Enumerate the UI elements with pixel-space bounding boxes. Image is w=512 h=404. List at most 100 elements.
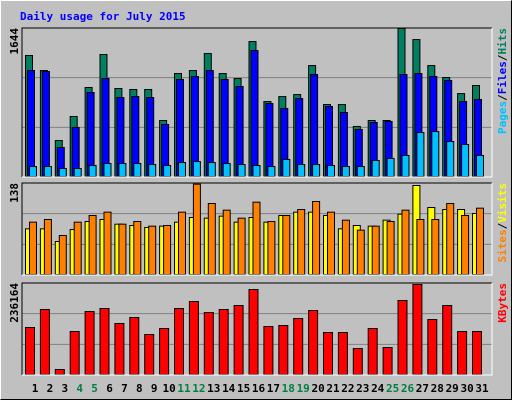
- x-tick-label: 19: [297, 382, 310, 395]
- bar: [248, 289, 259, 375]
- bar: [293, 318, 304, 375]
- bar: [84, 311, 95, 375]
- panel-bevel-dark: [21, 282, 492, 375]
- bar: [86, 91, 95, 177]
- bar: [327, 165, 335, 178]
- legend-separator: /: [496, 54, 509, 61]
- bar: [133, 221, 142, 275]
- panel-bevel-dark: [21, 182, 492, 275]
- bar: [41, 71, 50, 177]
- bar: [427, 319, 438, 375]
- legend: KBytes: [496, 283, 509, 323]
- legend-entry: Hits: [496, 28, 509, 55]
- bar: [382, 347, 393, 375]
- bar: [356, 229, 365, 276]
- bar: [27, 70, 35, 177]
- bar: [73, 168, 82, 178]
- x-tick-label: 5: [91, 382, 98, 395]
- bar: [371, 159, 380, 178]
- bar: [312, 164, 321, 177]
- bar: [457, 331, 468, 375]
- legend-entry: Sites: [496, 229, 509, 262]
- bar: [178, 211, 186, 276]
- bar: [39, 309, 50, 375]
- bar: [163, 165, 172, 178]
- bar: [431, 219, 440, 275]
- x-tick-label: 25: [386, 382, 399, 395]
- bar: [386, 157, 395, 177]
- x-tick-label: 23: [356, 382, 369, 395]
- panel-bevel-light: [22, 28, 493, 178]
- bar: [88, 165, 97, 178]
- bar: [237, 217, 246, 276]
- bar: [267, 221, 276, 275]
- bar: [159, 328, 170, 375]
- legend-entry: Files: [496, 61, 509, 94]
- bar: [327, 211, 335, 276]
- x-tick-label: 9: [151, 382, 158, 395]
- legend-entry: KBytes: [496, 283, 509, 323]
- bar: [416, 219, 425, 275]
- bar: [461, 144, 470, 178]
- x-tick-label: 28: [431, 382, 444, 395]
- bar: [401, 154, 410, 177]
- bar: [188, 301, 199, 375]
- x-tick-label: 18: [282, 382, 295, 395]
- x-tick-label: 30: [460, 382, 473, 395]
- x-tick-label: 17: [267, 382, 280, 395]
- chart-title: Daily usage for July 2015: [20, 10, 186, 23]
- x-tick-label: 26: [401, 382, 415, 395]
- bar: [446, 203, 455, 275]
- x-tick-label: 3: [61, 382, 68, 395]
- bar: [341, 219, 350, 276]
- bar: [118, 223, 127, 276]
- bar: [323, 332, 333, 375]
- bar: [397, 300, 408, 375]
- bar: [222, 163, 231, 177]
- x-tick-label: 11: [177, 382, 191, 395]
- bar: [412, 284, 423, 375]
- legend: Pages/Files/Hits: [496, 28, 509, 134]
- bar: [133, 163, 142, 177]
- x-tick-label: 27: [416, 382, 429, 395]
- bar: [103, 163, 112, 177]
- bar: [73, 221, 82, 276]
- panel-bevel-light: [22, 183, 493, 276]
- x-tick-label: 13: [207, 382, 220, 395]
- x-tick-label: 10: [162, 382, 175, 395]
- bar: [192, 183, 201, 276]
- bar: [297, 209, 306, 275]
- bar: [144, 334, 155, 375]
- bar: [265, 103, 274, 177]
- bar: [43, 219, 52, 275]
- bar: [446, 141, 455, 178]
- x-tick-label: 16: [252, 382, 266, 395]
- bar: [203, 312, 214, 375]
- bar: [263, 326, 274, 375]
- bar: [250, 50, 259, 178]
- y-max-label: 236164: [8, 283, 21, 323]
- y-max-label: 1644: [8, 28, 21, 55]
- x-tick-label: 7: [121, 382, 128, 395]
- x-tick-label: 12: [192, 382, 205, 395]
- bar: [29, 166, 37, 178]
- bar: [476, 207, 484, 276]
- x-tick-label: 4: [76, 382, 83, 395]
- panel-bevel-light: [22, 283, 493, 376]
- bar: [58, 168, 67, 178]
- x-tick-label: 15: [237, 382, 250, 395]
- x-tick-label: 22: [341, 382, 354, 395]
- x-tick-label: 1: [32, 382, 39, 395]
- bar: [237, 164, 246, 177]
- bar: [476, 154, 484, 177]
- x-tick-label: 6: [106, 382, 113, 395]
- bar: [297, 164, 306, 177]
- x-tick-label: 21: [326, 382, 340, 395]
- bar: [178, 162, 186, 178]
- bar: [367, 328, 378, 375]
- bar: [43, 166, 52, 178]
- bar: [192, 161, 201, 177]
- bar: [278, 325, 289, 375]
